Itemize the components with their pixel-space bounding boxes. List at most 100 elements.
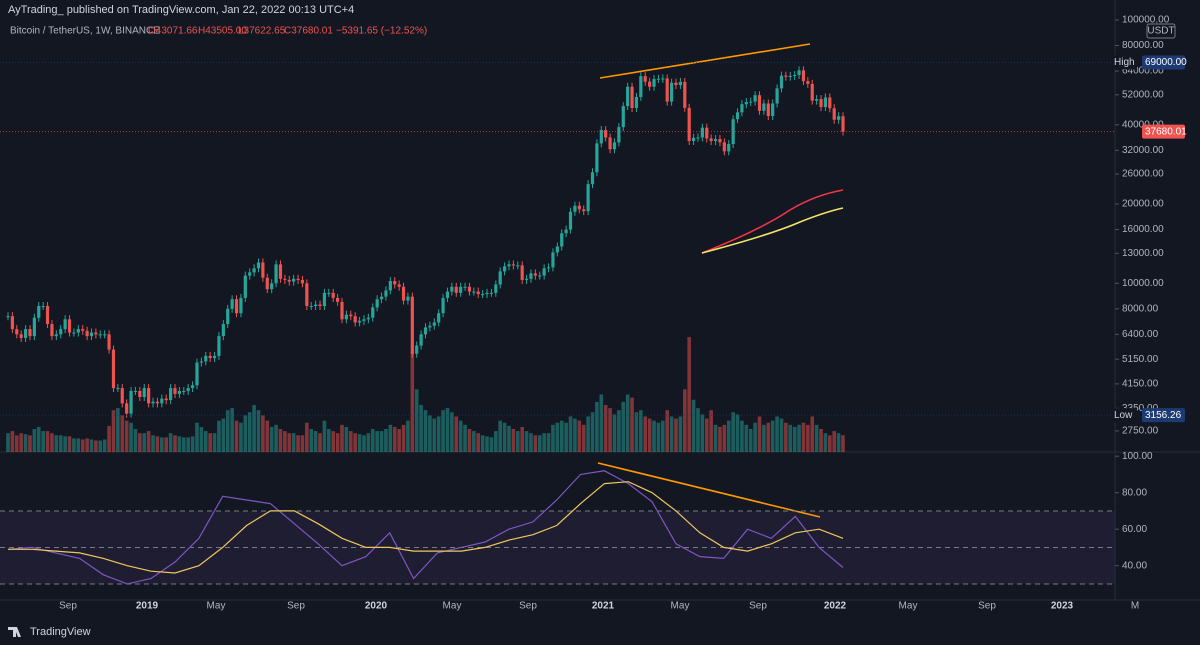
- volume-bar: [590, 412, 595, 452]
- price-tick-label: 20000.00: [1122, 199, 1164, 210]
- candle-body: [617, 127, 621, 143]
- volume-bar: [507, 425, 511, 452]
- candle-body: [612, 142, 617, 150]
- volume-bar: [564, 422, 568, 452]
- rsi-line: [8, 481, 844, 574]
- candle-body: [357, 320, 362, 323]
- price-tick-label: 26000.00: [1122, 169, 1164, 180]
- candle-body: [713, 139, 718, 142]
- volume-bar: [50, 433, 54, 452]
- candle-body: [19, 334, 23, 338]
- candle-body: [481, 294, 485, 296]
- candle-body: [828, 97, 832, 109]
- candle-body: [296, 278, 300, 280]
- candle-body: [696, 137, 700, 139]
- candle-body: [221, 324, 225, 337]
- candle-body: [138, 390, 142, 397]
- volume-bar: [476, 433, 481, 452]
- candle-body: [832, 108, 836, 120]
- candle-body: [349, 314, 353, 317]
- volume-bar: [551, 424, 555, 452]
- candle-body: [459, 286, 463, 293]
- volume-bar: [19, 433, 23, 452]
- marker-name: Low: [1114, 410, 1133, 421]
- candle-body: [709, 138, 713, 142]
- candle-body: [419, 334, 423, 346]
- volume-bar: [120, 415, 125, 452]
- volume-bar: [296, 435, 300, 452]
- volume-bar: [682, 389, 687, 452]
- volume-bar: [709, 410, 713, 452]
- candle-body: [243, 275, 247, 298]
- time-label: M: [1131, 601, 1139, 612]
- volume-bar: [234, 420, 239, 452]
- candle-body: [111, 349, 116, 389]
- candle-body: [577, 205, 581, 210]
- candle-body: [362, 319, 366, 321]
- time-label: May: [671, 601, 690, 612]
- candle-body: [41, 305, 45, 307]
- moving-average: [701, 189, 844, 254]
- volume-bar: [107, 425, 111, 452]
- candle-body: [59, 329, 63, 335]
- volume-bar: [94, 440, 98, 452]
- volume-bar: [41, 431, 45, 452]
- candle-body: [375, 299, 379, 308]
- candle-body: [67, 319, 72, 333]
- volume-bar: [357, 434, 362, 452]
- candle-body: [621, 106, 625, 128]
- volume-bar: [608, 408, 612, 452]
- candle-body: [160, 398, 164, 404]
- volume-bar: [696, 408, 700, 452]
- volume-bar: [401, 424, 406, 452]
- volume-bar: [784, 422, 788, 452]
- candle-body: [494, 284, 498, 293]
- volume-bar: [498, 420, 503, 452]
- marker-label: 37680.01: [1145, 126, 1187, 137]
- candle-body: [441, 297, 445, 314]
- price-tick-label: 5150.00: [1122, 354, 1159, 365]
- volume-bar: [529, 433, 533, 452]
- volume-bar: [485, 436, 489, 452]
- price-tick-label: 52000.00: [1122, 89, 1164, 100]
- candle-body: [331, 292, 335, 298]
- volume-bar: [643, 416, 648, 452]
- volume-bar: [212, 433, 217, 452]
- volume-bar: [722, 424, 727, 452]
- rsi-tick-label: 40.00: [1122, 560, 1147, 571]
- candle-body: [199, 361, 203, 363]
- volume-bar: [674, 418, 678, 452]
- marker-name-box: [1113, 408, 1137, 423]
- volume-bar: [6, 433, 10, 452]
- candle-body: [388, 281, 392, 291]
- volume-bar: [634, 412, 639, 452]
- candle-body: [656, 78, 661, 80]
- candle-body: [771, 103, 775, 116]
- price-tick-label: 6400.00: [1122, 329, 1159, 340]
- candle-body: [415, 345, 419, 354]
- candle-body: [401, 286, 406, 301]
- brand: TradingView: [30, 626, 91, 638]
- volume-bar: [740, 420, 744, 452]
- candle-body: [305, 283, 309, 306]
- candle-body: [533, 273, 537, 276]
- candle-body: [147, 388, 151, 404]
- candle-body: [28, 329, 32, 337]
- volume-bar: [665, 410, 670, 452]
- volume-bar: [190, 436, 195, 452]
- candle-body: [648, 81, 652, 87]
- candle-body: [190, 385, 195, 389]
- marker-name: High: [1114, 57, 1135, 68]
- candle-body: [54, 334, 58, 337]
- volume-bar: [661, 420, 665, 452]
- candle-body: [239, 297, 243, 314]
- candle-body: [81, 329, 85, 331]
- marker-label: 3156.26: [1145, 410, 1182, 421]
- candle-body: [155, 401, 160, 404]
- candle-body: [753, 95, 757, 102]
- volume-bar: [111, 410, 116, 452]
- logo: [8, 627, 21, 637]
- candle-body: [45, 305, 50, 325]
- candle-body: [217, 336, 221, 356]
